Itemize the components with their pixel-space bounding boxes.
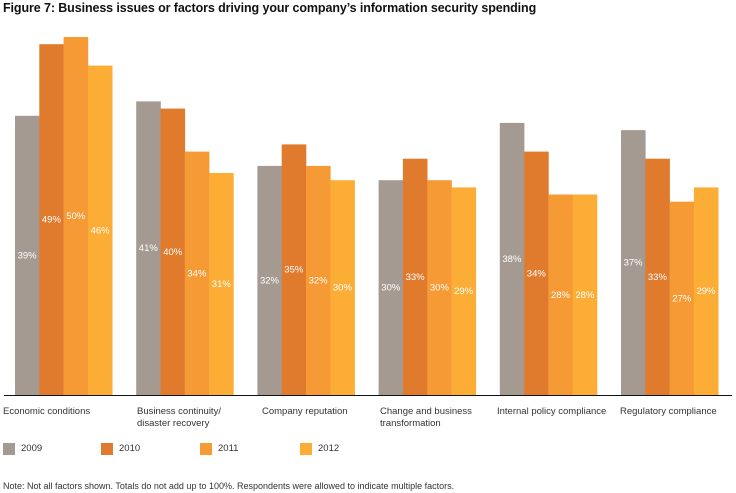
bar-value-label: 39% — [18, 250, 38, 261]
bar-chart: 39% 49% 50% 46% 41% 40% 34% 31% 32% 35% 32% 30% 30% 3… — [4, 37, 732, 396]
bar-2010-2 — [281, 144, 307, 395]
bar-value-label: 28% — [575, 290, 595, 301]
bar-2010-1 — [160, 108, 186, 395]
bar-value-label: 31% — [212, 279, 232, 290]
legend-item-2012: 2012 — [300, 442, 339, 455]
category-label-line: Internal policy compliance — [497, 406, 607, 417]
category-label: Business continuity/disaster recovery — [137, 406, 221, 430]
category-label: Internal policy compliance — [497, 406, 606, 418]
bar-value-label: 40% — [163, 247, 183, 258]
bar-value-label: 37% — [624, 258, 644, 269]
bar-2011-5 — [669, 201, 695, 395]
legend-swatch — [200, 442, 212, 455]
legend-item-2011: 2011 — [200, 442, 238, 455]
bar-2010-4 — [524, 151, 549, 395]
bar-2010-3 — [402, 158, 428, 395]
bar-value-label: 30% — [381, 283, 401, 294]
footnote: Note: Not all factors shown. Totals do n… — [3, 481, 455, 491]
bar-2011-4 — [548, 194, 573, 395]
bar-2011-2 — [306, 165, 331, 395]
category-label-line: disaster recovery — [137, 418, 210, 429]
legend-swatch — [101, 442, 113, 455]
bar-2009-3 — [378, 180, 404, 395]
bar-2009-0 — [15, 115, 40, 396]
bar-2009-1 — [136, 101, 161, 396]
bar-value-label: 49% — [42, 215, 62, 226]
bar-value-label: 29% — [696, 286, 716, 297]
bar-value-label: 34% — [527, 268, 547, 279]
bar-value-label: 27% — [672, 293, 692, 304]
bar-2012-4 — [572, 194, 598, 395]
bar-value-label: 30% — [430, 283, 450, 294]
bar-value-label: 46% — [91, 225, 111, 236]
bar-2009-4 — [499, 122, 525, 396]
legend-swatch — [3, 442, 15, 455]
bar-value-label: 30% — [333, 283, 353, 294]
bar-2010-0 — [39, 44, 64, 395]
bar-2011-0 — [63, 37, 89, 395]
bar-value-label: 33% — [648, 272, 668, 283]
bar-2012-2 — [330, 180, 355, 395]
bar-value-label: 33% — [406, 272, 426, 283]
chart-title: Figure 7: Business issues or factors dri… — [3, 1, 537, 15]
category-label: Company reputation — [262, 406, 348, 418]
bar-labels-layer: 39% 49% 50% 46% 41% 40% 34% 31% 32% 35% 32% 30% 30% 3… — [18, 211, 716, 304]
bar-2011-3 — [427, 180, 452, 395]
bar-2010-5 — [645, 158, 670, 395]
legend-item-2010: 2010 — [101, 442, 140, 455]
bar-value-label: 50% — [66, 211, 86, 222]
category-label: Regulatory compliance — [620, 406, 717, 418]
bar-value-label: 29% — [454, 286, 474, 297]
bar-2009-5 — [621, 130, 646, 395]
category-label-line: transformation — [380, 418, 441, 429]
bar-value-label: 32% — [260, 275, 280, 286]
bar-value-label: 34% — [187, 268, 207, 279]
bar-value-label: 28% — [551, 290, 571, 301]
bar-value-label: 32% — [309, 275, 329, 286]
bar-value-label: 41% — [139, 243, 159, 254]
bar-2012-5 — [693, 187, 719, 395]
legend-swatch — [300, 442, 312, 455]
legend-label: 2010 — [119, 443, 141, 454]
legend-label: 2012 — [318, 443, 340, 454]
category-label-line: Regulatory compliance — [620, 406, 717, 417]
bars-layer — [15, 37, 719, 396]
bar-2009-2 — [257, 165, 282, 395]
bar-value-label: 35% — [284, 265, 304, 276]
category-label-line: Change and business — [380, 406, 472, 417]
bar-2011-1 — [184, 151, 210, 395]
category-label: Economic conditions — [3, 406, 90, 418]
category-label-line: Economic conditions — [3, 406, 91, 417]
legend-label: 2009 — [21, 443, 43, 454]
category-label: Change and business transformation — [380, 406, 472, 430]
category-label-line: Business continuity/ — [137, 406, 221, 417]
bar-2012-3 — [451, 187, 477, 395]
bar-2012-1 — [209, 173, 234, 395]
legend-label: 2011 — [218, 443, 239, 454]
category-label-line: Company reputation — [262, 406, 348, 417]
legend-item-2009: 2009 — [3, 442, 42, 455]
bar-2012-0 — [87, 65, 113, 395]
bar-value-label: 38% — [502, 254, 522, 265]
